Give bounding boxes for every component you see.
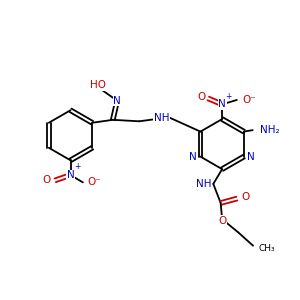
Text: N: N [218,99,226,110]
Text: NH: NH [196,179,212,189]
Text: O⁻: O⁻ [242,95,256,105]
Text: N: N [189,152,197,162]
Text: +: + [225,92,232,100]
Text: +: + [74,162,80,171]
Text: O⁻: O⁻ [87,177,101,188]
Text: O: O [197,92,206,102]
Text: CH₃: CH₃ [259,244,276,253]
Text: O: O [218,216,226,226]
Text: NH₂: NH₂ [260,125,280,135]
Text: O: O [241,192,250,202]
Text: O: O [43,175,51,185]
Text: NH: NH [154,113,169,123]
Text: HO: HO [90,80,106,90]
Text: N: N [247,152,255,162]
Text: N: N [67,170,74,180]
Text: N: N [113,96,121,106]
